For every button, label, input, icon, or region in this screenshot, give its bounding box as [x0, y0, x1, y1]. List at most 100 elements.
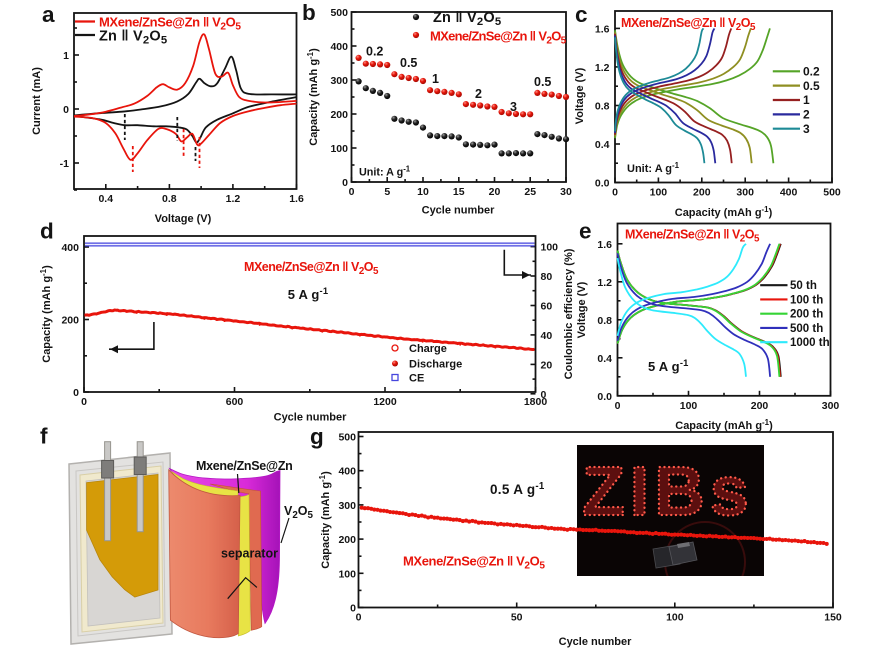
svg-text:Capacity (mAh g-1): Capacity (mAh g-1): [675, 418, 773, 432]
svg-text:300: 300: [822, 400, 840, 412]
svg-text:100: 100: [330, 143, 348, 155]
svg-text:Voltage (V): Voltage (V): [576, 281, 588, 338]
svg-text:V2O5: V2O5: [284, 504, 314, 521]
svg-text:0: 0: [612, 187, 618, 199]
svg-text:Capacity (mAh g-1): Capacity (mAh g-1): [318, 471, 332, 569]
svg-text:400: 400: [780, 187, 798, 199]
svg-text:3: 3: [803, 122, 810, 136]
svg-text:600: 600: [226, 396, 244, 408]
svg-text:0: 0: [615, 400, 621, 412]
svg-text:0.8: 0.8: [595, 100, 610, 112]
svg-text:0.5 A g-1: 0.5 A g-1: [490, 481, 545, 497]
svg-text:300: 300: [330, 75, 348, 87]
svg-text:200: 200: [751, 400, 769, 412]
svg-text:0.5: 0.5: [400, 56, 417, 70]
svg-text:Unit: A g-1: Unit: A g-1: [627, 161, 680, 175]
svg-text:Cycle number: Cycle number: [422, 205, 495, 217]
svg-text:Zn ‖ V2O5: Zn ‖ V2O5: [99, 29, 167, 47]
svg-text:200: 200: [338, 534, 356, 546]
svg-text:d: d: [40, 219, 54, 244]
svg-text:3: 3: [510, 100, 517, 114]
svg-text:2: 2: [803, 108, 810, 122]
svg-text:300: 300: [338, 500, 356, 512]
svg-text:0: 0: [81, 396, 87, 408]
svg-text:0.5: 0.5: [534, 75, 551, 89]
svg-text:0.4: 0.4: [595, 139, 610, 151]
svg-text:100: 100: [338, 568, 356, 580]
svg-text:200 th: 200 th: [790, 309, 823, 321]
svg-text:Capacity (mAh g-1): Capacity (mAh g-1): [675, 205, 773, 219]
svg-text:20: 20: [489, 186, 501, 198]
svg-text:5 A g-1: 5 A g-1: [648, 357, 689, 374]
svg-text:0: 0: [73, 387, 79, 399]
svg-text:15: 15: [453, 186, 465, 198]
svg-text:0: 0: [63, 104, 69, 116]
svg-text:0: 0: [541, 389, 547, 401]
svg-text:10: 10: [417, 186, 429, 198]
svg-text:0.8: 0.8: [597, 315, 612, 327]
svg-text:MXene/ZnSe@Zn ‖ V2O5: MXene/ZnSe@Zn ‖ V2O5: [99, 15, 241, 33]
svg-text:Capacity (mAh g-1): Capacity (mAh g-1): [39, 265, 53, 363]
svg-text:30: 30: [560, 186, 572, 198]
svg-text:0.0: 0.0: [597, 391, 612, 403]
svg-text:0.0: 0.0: [595, 178, 610, 190]
svg-text:25: 25: [524, 186, 536, 198]
svg-text:g: g: [310, 424, 324, 449]
svg-text:1: 1: [432, 72, 439, 86]
svg-text:0.2: 0.2: [803, 65, 820, 79]
svg-text:1: 1: [803, 93, 810, 107]
svg-text:0.5: 0.5: [803, 79, 820, 93]
svg-text:0: 0: [349, 186, 355, 198]
svg-text:100: 100: [650, 187, 668, 199]
svg-text:0.4: 0.4: [98, 193, 113, 205]
svg-text:Mxene/ZnSe@Zn: Mxene/ZnSe@Zn: [196, 459, 293, 473]
svg-text:f: f: [40, 424, 48, 449]
svg-text:a: a: [42, 2, 55, 27]
svg-text:100 th: 100 th: [790, 294, 823, 306]
svg-text:ZIBs: ZIBs: [582, 452, 754, 530]
svg-text:c: c: [575, 2, 588, 27]
svg-text:Zn ‖ V2O5: Zn ‖ V2O5: [433, 10, 501, 28]
svg-text:1800: 1800: [524, 396, 548, 408]
svg-text:CE: CE: [409, 373, 424, 385]
svg-text:1000 th: 1000 th: [790, 337, 830, 349]
svg-text:50 th: 50 th: [790, 280, 817, 292]
svg-text:400: 400: [338, 466, 356, 478]
svg-text:e: e: [579, 219, 592, 244]
svg-text:0.4: 0.4: [597, 353, 612, 365]
svg-text:1.2: 1.2: [595, 62, 610, 74]
svg-text:0: 0: [350, 603, 356, 615]
svg-text:60: 60: [541, 300, 553, 312]
svg-text:MXene/ZnSe@Zn ‖ V2O5: MXene/ZnSe@Zn ‖ V2O5: [244, 260, 379, 277]
svg-text:100: 100: [541, 242, 559, 254]
svg-text:1200: 1200: [373, 396, 397, 408]
svg-text:400: 400: [61, 242, 79, 254]
svg-text:b: b: [302, 0, 316, 25]
svg-text:MXene/ZnSe@Zn ‖ V2O5: MXene/ZnSe@Zn ‖ V2O5: [403, 554, 545, 572]
svg-text:200: 200: [61, 315, 79, 327]
svg-text:Current (mA): Current (mA): [31, 67, 43, 135]
svg-text:0.2: 0.2: [366, 45, 383, 59]
svg-text:MXene/ZnSe@Zn ‖ V2O5: MXene/ZnSe@Zn ‖ V2O5: [625, 228, 760, 245]
svg-text:500: 500: [823, 187, 841, 199]
svg-text:0: 0: [356, 612, 362, 624]
svg-text:1: 1: [63, 50, 69, 62]
svg-text:5 A g-1: 5 A g-1: [288, 285, 329, 302]
svg-text:0.8: 0.8: [162, 193, 177, 205]
svg-text:20: 20: [541, 359, 553, 371]
svg-text:Discharge: Discharge: [409, 359, 462, 371]
svg-text:150: 150: [824, 612, 842, 624]
svg-text:1.6: 1.6: [289, 193, 304, 205]
svg-text:Cycle number: Cycle number: [559, 636, 632, 648]
svg-text:500: 500: [330, 7, 348, 19]
svg-text:100: 100: [666, 612, 684, 624]
svg-text:1.6: 1.6: [595, 23, 610, 35]
svg-text:Capacity (mAh g-1): Capacity (mAh g-1): [306, 48, 320, 146]
svg-text:MXene/ZnSe@Zn ‖ V2O5: MXene/ZnSe@Zn ‖ V2O5: [430, 29, 567, 47]
svg-text:500: 500: [338, 432, 356, 444]
svg-text:Voltage (V): Voltage (V): [155, 213, 212, 225]
svg-text:Cycle number: Cycle number: [274, 412, 347, 424]
svg-text:2: 2: [475, 87, 482, 101]
svg-text:Unit: A g-1: Unit: A g-1: [359, 164, 411, 178]
svg-text:50: 50: [511, 612, 523, 624]
